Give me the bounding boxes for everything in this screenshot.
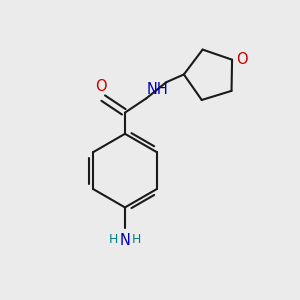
Text: H: H [131, 233, 141, 246]
Text: O: O [95, 79, 106, 94]
Text: NH: NH [147, 82, 169, 97]
Text: O: O [236, 52, 248, 67]
Text: H: H [109, 233, 119, 246]
Text: N: N [119, 233, 130, 248]
